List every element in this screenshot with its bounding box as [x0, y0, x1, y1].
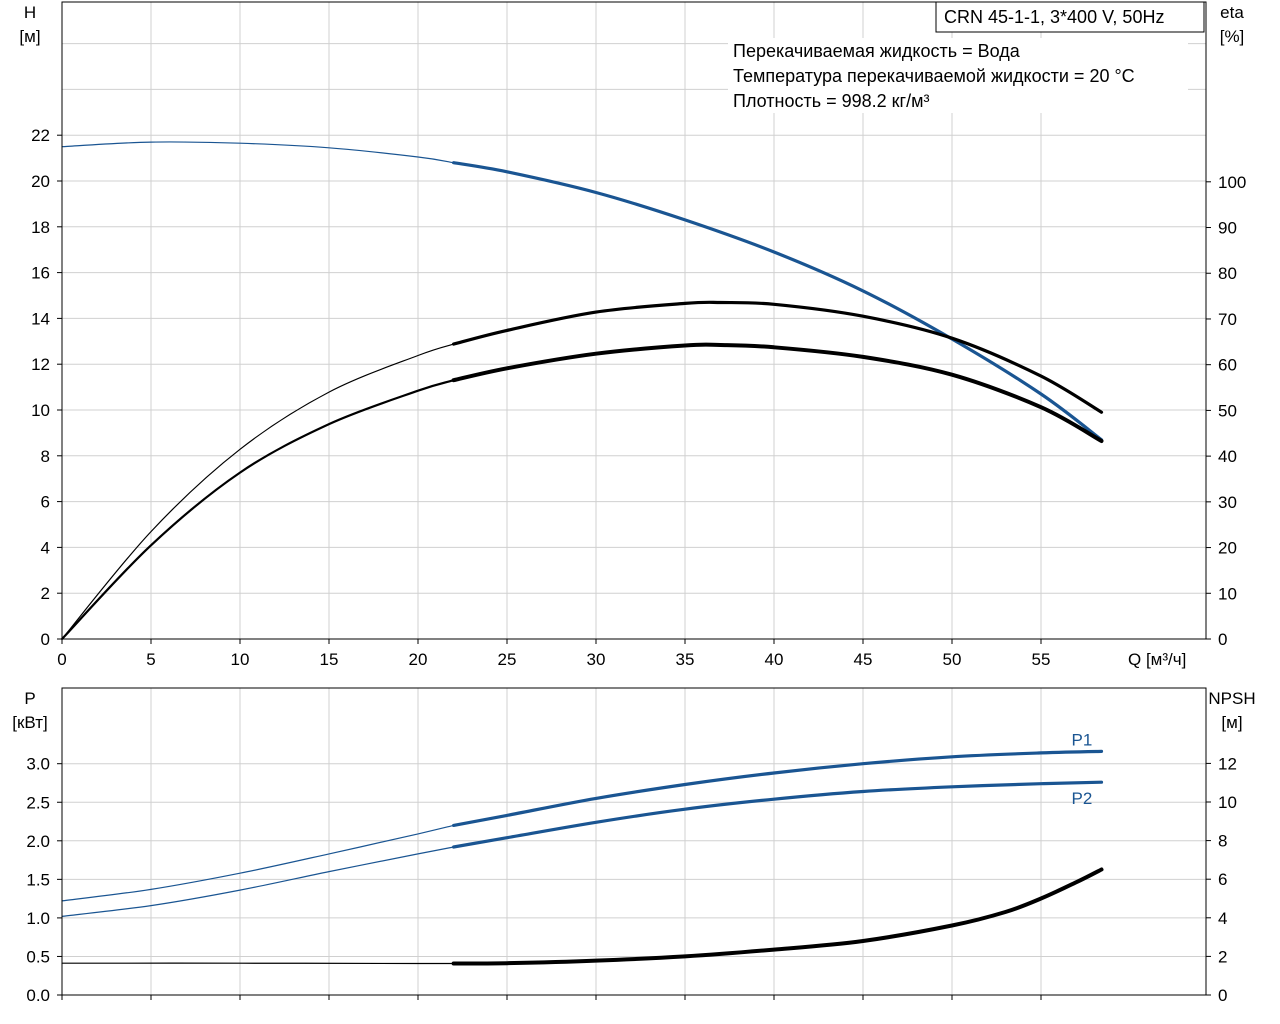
- curve-1-2-curve-operating-range: [451, 867, 1104, 966]
- right-tick-label-1-4: 8: [1218, 832, 1227, 851]
- left-tick-label-1-6: 3.0: [26, 755, 50, 774]
- right-tick-label-1-6: 12: [1218, 754, 1237, 773]
- annotation-bg-0: [728, 38, 1188, 63]
- left-tick-label-0-5: 10: [31, 401, 50, 420]
- left-tick-label-0-4: 8: [41, 447, 50, 466]
- right-tick-label-0-7: 70: [1218, 310, 1237, 329]
- curve-0-0-curve-outside-range: [61, 141, 455, 164]
- right-axis-label-0-0: eta: [1220, 3, 1244, 22]
- right-tick-label-1-3: 6: [1218, 870, 1227, 889]
- x-axis-label: Q [м³/ч]: [1128, 650, 1186, 669]
- x-tick-label-11: 55: [1032, 650, 1051, 669]
- left-axis-label-1-0: P: [24, 689, 35, 708]
- right-axis-label-0-1: [%]: [1220, 27, 1245, 46]
- x-tick-label-8: 40: [765, 650, 784, 669]
- left-tick-label-0-8: 16: [31, 264, 50, 283]
- x-tick-label-10: 50: [943, 650, 962, 669]
- right-tick-label-0-0: 0: [1218, 630, 1227, 649]
- left-tick-label-0-2: 4: [41, 538, 50, 557]
- left-tick-label-0-9: 18: [31, 218, 50, 237]
- left-tick-label-0-1: 2: [41, 584, 50, 603]
- left-tick-label-1-1: 0.5: [26, 947, 50, 966]
- left-axis-label-0-1: [м]: [19, 27, 40, 46]
- right-tick-label-0-4: 40: [1218, 447, 1237, 466]
- p2-curve-operating-range: [452, 780, 1104, 849]
- left-tick-label-0-7: 14: [31, 309, 50, 328]
- right-tick-label-1-1: 2: [1218, 947, 1227, 966]
- x-tick-label-4: 20: [409, 650, 428, 669]
- x-tick-label-0: 0: [57, 650, 66, 669]
- right-tick-label-0-2: 20: [1218, 539, 1237, 558]
- title-box: [935, 1, 1205, 33]
- p1-curve-outside-range: [61, 824, 455, 902]
- plot-frame-0: [61, 1, 1207, 640]
- left-axis-label-0-0: H: [24, 3, 36, 22]
- x-tick-label-3: 15: [320, 650, 339, 669]
- left-tick-label-1-0: 0.0: [26, 986, 50, 1005]
- left-tick-label-1-4: 2.0: [26, 832, 50, 851]
- x-tick-label-6: 30: [587, 650, 606, 669]
- left-tick-label-0-6: 12: [31, 355, 50, 374]
- annotation-bg-2: [728, 88, 1188, 113]
- left-axis-label-1-1: [кВт]: [12, 713, 47, 732]
- right-axis-label-1-1: [м]: [1221, 713, 1242, 732]
- curve-0-2-curve-operating-range: [451, 342, 1104, 443]
- chart-title: CRN 45-1-1, 3*400 V, 50Hz: [944, 7, 1164, 27]
- right-tick-label-0-10: 100: [1218, 173, 1246, 192]
- annotation-bg-1: [728, 63, 1188, 88]
- right-tick-label-0-9: 90: [1218, 219, 1237, 238]
- right-tick-label-0-1: 10: [1218, 584, 1237, 603]
- left-tick-label-0-0: 0: [41, 630, 50, 649]
- right-tick-label-0-8: 80: [1218, 264, 1237, 283]
- annotation-1: Температура перекачиваемой жидкости = 20…: [733, 66, 1135, 86]
- right-tick-label-0-5: 50: [1218, 401, 1237, 420]
- right-tick-label-0-6: 60: [1218, 356, 1237, 375]
- left-tick-label-1-5: 2.5: [26, 793, 50, 812]
- p2-series-label: P2: [1072, 789, 1093, 808]
- annotation-2: Плотность = 998.2 кг/м³: [733, 91, 929, 111]
- left-tick-label-1-3: 1.5: [26, 870, 50, 889]
- p2-curve-outside-range: [61, 846, 455, 917]
- plot-frame-1: [61, 687, 1207, 996]
- right-tick-label-1-5: 10: [1218, 793, 1237, 812]
- right-tick-label-0-3: 30: [1218, 493, 1237, 512]
- x-tick-label-7: 35: [676, 650, 695, 669]
- curve-0-0-curve-operating-range: [452, 161, 1104, 442]
- right-axis-label-1-0: NPSH: [1208, 689, 1255, 708]
- left-tick-label-0-11: 22: [31, 126, 50, 145]
- right-tick-label-1-2: 4: [1218, 909, 1227, 928]
- curve-0-2-curve-outside-range: [60, 379, 455, 641]
- x-tick-label-1: 5: [146, 650, 155, 669]
- right-tick-label-1-0: 0: [1218, 986, 1227, 1005]
- curve-0-1-curve-operating-range: [452, 300, 1104, 414]
- x-tick-label-5: 25: [498, 650, 517, 669]
- left-tick-label-0-3: 6: [41, 493, 50, 512]
- left-tick-label-0-10: 20: [31, 172, 50, 191]
- left-tick-label-1-2: 1.0: [26, 909, 50, 928]
- x-tick-label-2: 10: [231, 650, 250, 669]
- p1-curve-operating-range: [452, 749, 1104, 827]
- annotation-0: Перекачиваемая жидкость = Вода: [733, 41, 1021, 61]
- p1-series-label: P1: [1072, 730, 1093, 749]
- curve-0-1-curve-outside-range: [61, 343, 455, 640]
- x-tick-label-9: 45: [854, 650, 873, 669]
